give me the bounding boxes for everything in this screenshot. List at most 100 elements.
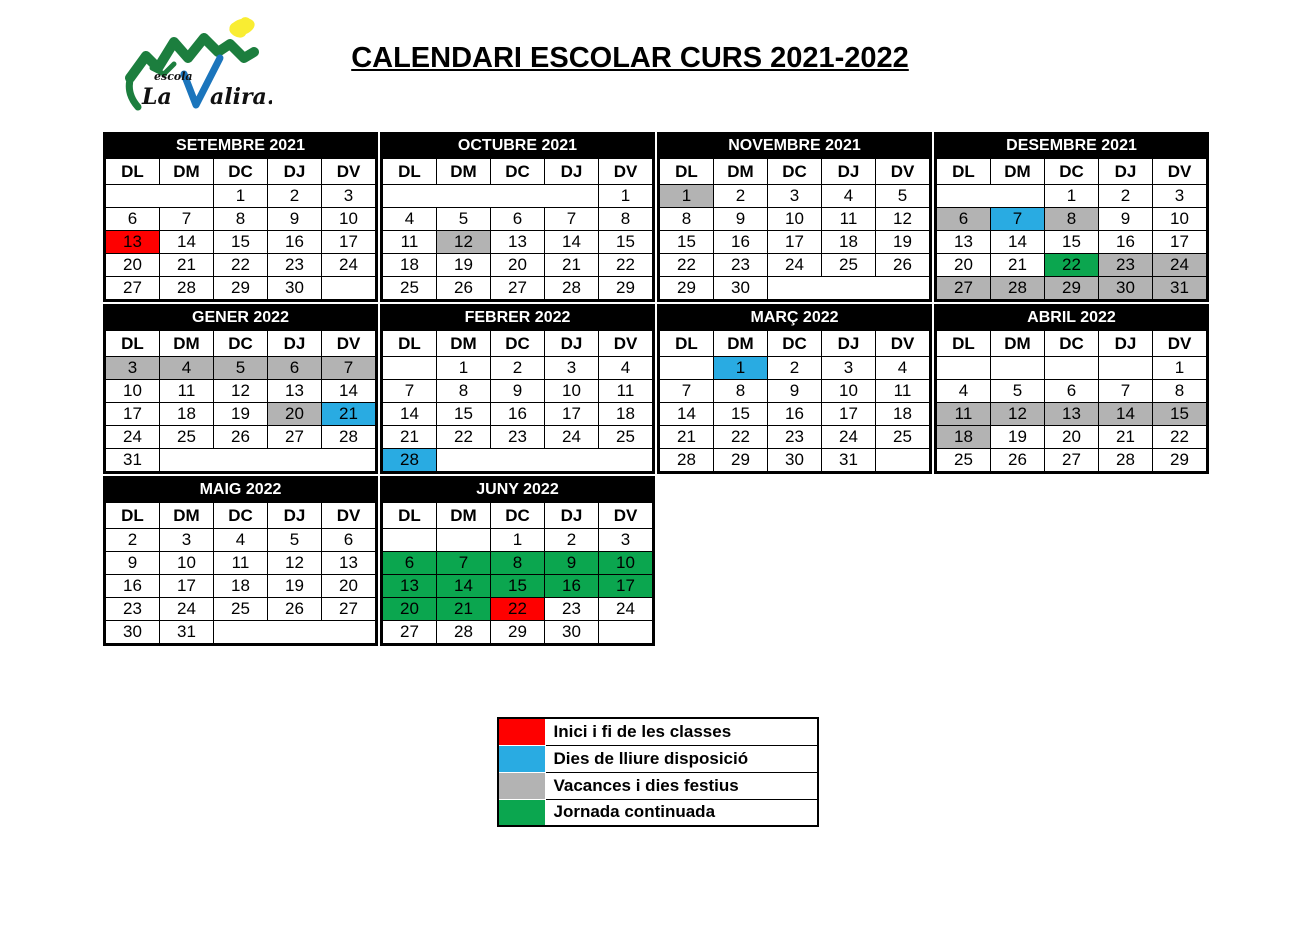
day-cell: 3 <box>321 184 376 208</box>
weekday-header: DC <box>490 158 545 185</box>
day-cell-gray: 23 <box>1098 253 1153 277</box>
day-cell: 30 <box>544 620 599 644</box>
weekday-header: DJ <box>1098 158 1153 185</box>
day-cell: 11 <box>875 379 930 403</box>
month-table: DL DM DC DJ DV 1 2 3 6 7 8 9 10 13 14 15 16 17 20 21 22 23 24 2… <box>382 502 653 644</box>
day-cell: 16 <box>767 402 822 426</box>
weekday-header: DV <box>321 330 376 357</box>
weekday-header: DL <box>382 158 437 185</box>
day-cell: 1 <box>213 184 268 208</box>
day-cell: 9 <box>267 207 322 231</box>
day-cell-gray: 7 <box>321 356 376 380</box>
day-cell-gray: 30 <box>1098 276 1153 300</box>
empty-cell <box>767 276 930 300</box>
day-cell: 12 <box>267 551 322 575</box>
day-cell: 5 <box>990 379 1045 403</box>
day-cell: 13 <box>936 230 991 254</box>
week-row: 14 15 16 17 18 <box>659 402 930 426</box>
legend-swatch-red <box>497 717 546 746</box>
day-cell: 30 <box>713 276 768 300</box>
day-cell: 16 <box>267 230 322 254</box>
day-cell: 8 <box>213 207 268 231</box>
weekday-header: DM <box>159 158 214 185</box>
day-cell: 12 <box>875 207 930 231</box>
day-cell: 19 <box>875 230 930 254</box>
day-cell: 2 <box>713 184 768 208</box>
weekday-header: DC <box>767 330 822 357</box>
week-row: 21 22 23 24 25 <box>659 425 930 449</box>
empty-cell <box>875 448 930 472</box>
day-cell-blue: 1 <box>713 356 768 380</box>
day-cell: 19 <box>990 425 1045 449</box>
weekday-header: DJ <box>267 158 322 185</box>
day-cell-gray: 8 <box>1044 207 1099 231</box>
day-cell: 4 <box>382 207 437 231</box>
day-cell-gray: 20 <box>267 402 322 426</box>
week-row: 6 7 8 9 10 <box>936 207 1207 231</box>
day-cell-gray: 31 <box>1152 276 1207 300</box>
day-cell: 27 <box>321 597 376 621</box>
empty-cell <box>659 356 714 380</box>
day-cell: 11 <box>159 379 214 403</box>
weekday-header: DM <box>436 502 491 529</box>
week-row: 23 24 25 26 27 <box>105 597 376 621</box>
month-maig-2022: MAIG 2022 DL DM DC DJ DV 2 3 4 5 6 9 10 11 12 13 16 17 18 1… <box>103 476 378 646</box>
week-row: 9 10 11 12 13 <box>105 551 376 575</box>
day-cell: 25 <box>382 276 437 300</box>
weekday-header: DL <box>105 330 160 357</box>
day-cell: 20 <box>321 574 376 598</box>
logo-word-alira: alira. <box>210 84 272 110</box>
day-cell: 18 <box>821 230 876 254</box>
weekday-header: DV <box>321 158 376 185</box>
month-table: DL DM DC DJ DV 1 4 5 6 7 8 11 12 13 14 15 18 19 20 21 22 25 26… <box>382 158 653 300</box>
weekday-header: DJ <box>821 158 876 185</box>
empty-cell <box>382 356 437 380</box>
weekday-header: DV <box>598 158 653 185</box>
week-row: 11 12 13 14 15 <box>382 230 653 254</box>
month-juny-2022: JUNY 2022 DL DM DC DJ DV 1 2 3 6 7 8 9 10 13 14 15 16 17 20… <box>380 476 655 646</box>
day-cell-green: 21 <box>436 597 491 621</box>
legend-label: Inici i fi de les classes <box>544 717 819 746</box>
day-cell: 11 <box>821 207 876 231</box>
day-cell: 15 <box>213 230 268 254</box>
day-cell: 8 <box>659 207 714 231</box>
day-cell: 14 <box>321 379 376 403</box>
day-cell-gray: 6 <box>936 207 991 231</box>
day-cell: 3 <box>821 356 876 380</box>
day-cell: 1 <box>1152 356 1207 380</box>
day-cell-blue: 28 <box>382 448 437 472</box>
weekday-header: DJ <box>544 330 599 357</box>
day-cell-gray: 12 <box>436 230 491 254</box>
week-row: 20 21 22 23 24 <box>105 253 376 277</box>
day-cell: 17 <box>321 230 376 254</box>
weekday-header: DM <box>159 330 214 357</box>
day-cell: 29 <box>213 276 268 300</box>
day-cell: 29 <box>1152 448 1207 472</box>
week-row: 25 26 27 28 29 <box>936 448 1207 472</box>
day-cell: 5 <box>436 207 491 231</box>
month-desembre-2021: DESEMBRE 2021 DL DM DC DJ DV 1 2 3 6 7 8 9 10 13 14 15 16… <box>934 132 1209 302</box>
month-title: OCTUBRE 2021 <box>382 134 653 158</box>
day-cell: 29 <box>598 276 653 300</box>
day-cell: 2 <box>490 356 545 380</box>
day-cell: 25 <box>936 448 991 472</box>
day-cell: 28 <box>544 276 599 300</box>
weekday-header: DL <box>105 502 160 529</box>
legend-label: Vacances i dies festius <box>544 771 819 800</box>
weekday-header: DV <box>1152 330 1207 357</box>
day-cell: 28 <box>159 276 214 300</box>
week-row: 20 21 22 23 24 <box>382 597 653 621</box>
day-cell: 27 <box>105 276 160 300</box>
day-cell-green: 8 <box>490 551 545 575</box>
day-cell-gray: 12 <box>990 402 1045 426</box>
day-cell: 7 <box>382 379 437 403</box>
day-cell: 2 <box>105 528 160 552</box>
day-cell: 5 <box>267 528 322 552</box>
day-cell: 18 <box>875 402 930 426</box>
day-cell: 14 <box>382 402 437 426</box>
day-cell: 11 <box>382 230 437 254</box>
day-cell: 20 <box>490 253 545 277</box>
day-cell: 20 <box>105 253 160 277</box>
